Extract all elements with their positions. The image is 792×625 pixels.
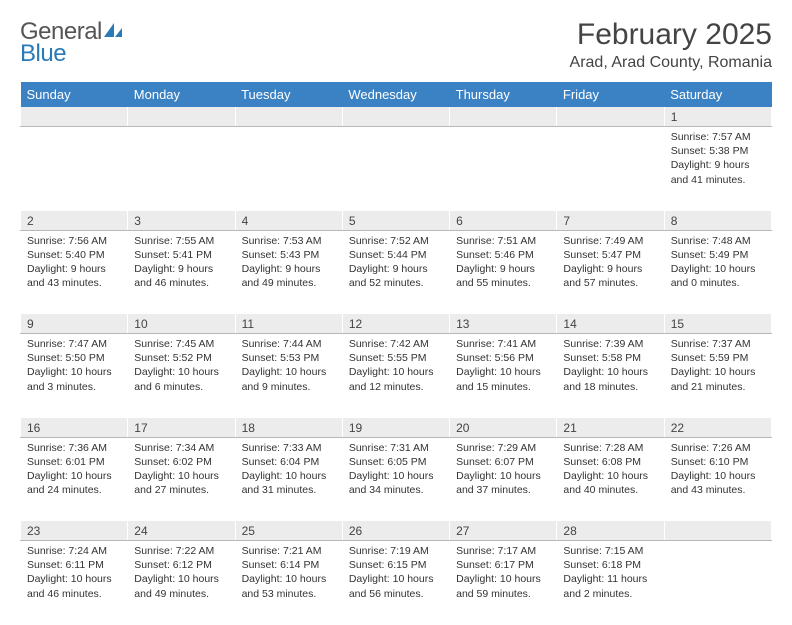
day-number: 9	[21, 314, 128, 334]
day-body-row: Sunrise: 7:36 AMSunset: 6:01 PMDaylight:…	[21, 437, 772, 521]
day-cell: Sunrise: 7:53 AMSunset: 5:43 PMDaylight:…	[235, 230, 342, 314]
day-cell	[21, 127, 128, 211]
title-block: February 2025 Arad, Arad County, Romania	[570, 18, 772, 72]
day-number: 26	[342, 521, 449, 541]
day-body-row: Sunrise: 7:47 AMSunset: 5:50 PMDaylight:…	[21, 334, 772, 418]
day-number: 25	[235, 521, 342, 541]
day-number-row: 1	[21, 107, 772, 127]
day-number: 5	[342, 211, 449, 231]
day-number: 21	[557, 418, 664, 438]
day-cell	[450, 127, 557, 211]
weekday-header: Saturday	[664, 82, 771, 107]
day-cell	[128, 127, 235, 211]
logo-text-wrap: General Blue	[20, 18, 124, 74]
day-cell	[342, 127, 449, 211]
day-cell: Sunrise: 7:45 AMSunset: 5:52 PMDaylight:…	[128, 334, 235, 418]
day-number	[235, 107, 342, 127]
month-title: February 2025	[570, 18, 772, 52]
day-cell: Sunrise: 7:42 AMSunset: 5:55 PMDaylight:…	[342, 334, 449, 418]
logo-sail-icon	[102, 21, 124, 44]
weekday-header: Tuesday	[235, 82, 342, 107]
weekday-header: Wednesday	[342, 82, 449, 107]
day-cell: Sunrise: 7:52 AMSunset: 5:44 PMDaylight:…	[342, 230, 449, 314]
logo: General Blue	[20, 18, 124, 74]
day-cell: Sunrise: 7:47 AMSunset: 5:50 PMDaylight:…	[21, 334, 128, 418]
day-cell	[235, 127, 342, 211]
header: General Blue February 2025 Arad, Arad Co…	[20, 18, 772, 74]
day-number-row: 9101112131415	[21, 314, 772, 334]
day-body-row: Sunrise: 7:57 AMSunset: 5:38 PMDaylight:…	[21, 127, 772, 211]
day-cell: Sunrise: 7:41 AMSunset: 5:56 PMDaylight:…	[450, 334, 557, 418]
day-number: 11	[235, 314, 342, 334]
day-cell	[557, 127, 664, 211]
day-number: 16	[21, 418, 128, 438]
day-body-row: Sunrise: 7:56 AMSunset: 5:40 PMDaylight:…	[21, 230, 772, 314]
day-number: 19	[342, 418, 449, 438]
day-cell: Sunrise: 7:44 AMSunset: 5:53 PMDaylight:…	[235, 334, 342, 418]
day-cell: Sunrise: 7:39 AMSunset: 5:58 PMDaylight:…	[557, 334, 664, 418]
day-cell: Sunrise: 7:26 AMSunset: 6:10 PMDaylight:…	[664, 437, 771, 521]
calendar-body: 1Sunrise: 7:57 AMSunset: 5:38 PMDaylight…	[21, 107, 772, 625]
weekday-header: Thursday	[450, 82, 557, 107]
day-number: 10	[128, 314, 235, 334]
day-cell: Sunrise: 7:57 AMSunset: 5:38 PMDaylight:…	[664, 127, 771, 211]
day-number	[128, 107, 235, 127]
day-number: 17	[128, 418, 235, 438]
day-number: 2	[21, 211, 128, 231]
day-number: 14	[557, 314, 664, 334]
calendar-table: SundayMondayTuesdayWednesdayThursdayFrid…	[20, 82, 772, 625]
logo-word2: Blue	[20, 40, 66, 67]
day-number	[342, 107, 449, 127]
day-cell: Sunrise: 7:31 AMSunset: 6:05 PMDaylight:…	[342, 437, 449, 521]
day-number	[664, 521, 771, 541]
day-number: 12	[342, 314, 449, 334]
day-cell: Sunrise: 7:49 AMSunset: 5:47 PMDaylight:…	[557, 230, 664, 314]
day-cell: Sunrise: 7:37 AMSunset: 5:59 PMDaylight:…	[664, 334, 771, 418]
day-cell: Sunrise: 7:33 AMSunset: 6:04 PMDaylight:…	[235, 437, 342, 521]
day-number-row: 16171819202122	[21, 418, 772, 438]
day-number: 13	[450, 314, 557, 334]
day-number	[21, 107, 128, 127]
day-number	[557, 107, 664, 127]
calendar-head: SundayMondayTuesdayWednesdayThursdayFrid…	[21, 82, 772, 107]
weekday-row: SundayMondayTuesdayWednesdayThursdayFrid…	[21, 82, 772, 107]
weekday-header: Sunday	[21, 82, 128, 107]
day-cell: Sunrise: 7:29 AMSunset: 6:07 PMDaylight:…	[450, 437, 557, 521]
day-number: 22	[664, 418, 771, 438]
day-cell: Sunrise: 7:34 AMSunset: 6:02 PMDaylight:…	[128, 437, 235, 521]
day-number: 18	[235, 418, 342, 438]
weekday-header: Friday	[557, 82, 664, 107]
day-number: 20	[450, 418, 557, 438]
day-cell: Sunrise: 7:28 AMSunset: 6:08 PMDaylight:…	[557, 437, 664, 521]
day-number: 3	[128, 211, 235, 231]
day-cell: Sunrise: 7:36 AMSunset: 6:01 PMDaylight:…	[21, 437, 128, 521]
day-number: 4	[235, 211, 342, 231]
day-number: 1	[664, 107, 771, 127]
location: Arad, Arad County, Romania	[570, 54, 772, 72]
day-number	[450, 107, 557, 127]
day-number: 7	[557, 211, 664, 231]
day-number: 23	[21, 521, 128, 541]
day-number: 24	[128, 521, 235, 541]
day-number: 27	[450, 521, 557, 541]
day-cell: Sunrise: 7:51 AMSunset: 5:46 PMDaylight:…	[450, 230, 557, 314]
weekday-header: Monday	[128, 82, 235, 107]
day-cell: Sunrise: 7:48 AMSunset: 5:49 PMDaylight:…	[664, 230, 771, 314]
day-cell: Sunrise: 7:56 AMSunset: 5:40 PMDaylight:…	[21, 230, 128, 314]
day-cell: Sunrise: 7:55 AMSunset: 5:41 PMDaylight:…	[128, 230, 235, 314]
day-number: 8	[664, 211, 771, 231]
day-number-row: 2345678	[21, 211, 772, 231]
day-number: 15	[664, 314, 771, 334]
day-number: 6	[450, 211, 557, 231]
day-number: 28	[557, 521, 664, 541]
day-number-row: 232425262728	[21, 521, 772, 541]
